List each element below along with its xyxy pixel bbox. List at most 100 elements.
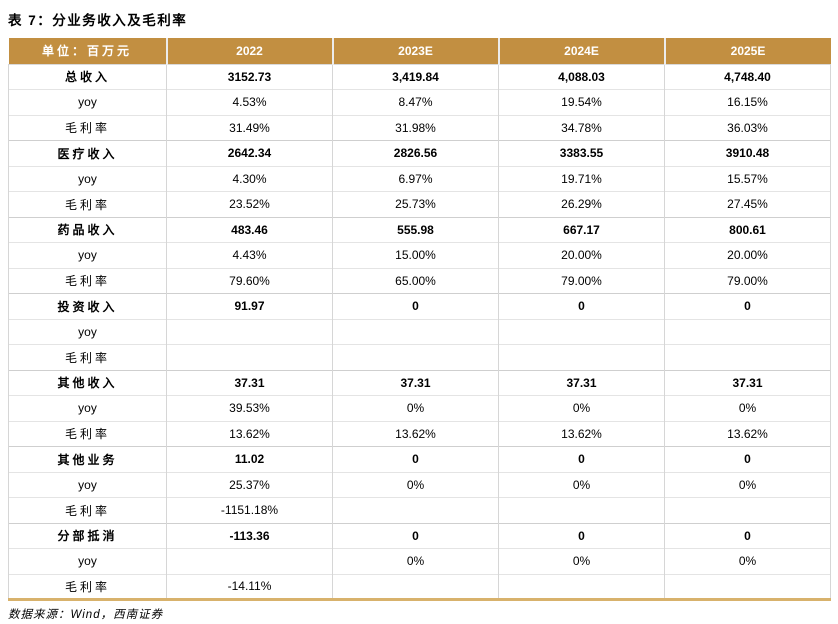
table-row: 毛利率 [8,344,831,370]
table-header: 单位：百万元 2022 2023E 2024E 2025E [8,38,831,64]
cell-value: 79.00% [498,267,665,294]
cell-value: 31.98% [332,114,499,141]
cell-value: 3,419.84 [332,63,499,90]
row-label: yoy [8,242,167,268]
table-row: yoy 4.53% 8.47% 19.54% 16.15% [8,89,831,115]
row-label: 投资收入 [8,293,167,319]
cell-value: 36.03% [664,114,831,141]
data-source-note: 数据来源：Wind，西南证券 [8,609,164,621]
cell-value: 0 [498,446,665,472]
cell-value: 79.00% [664,267,831,294]
cell-value: 0 [332,293,499,319]
cell-value: 8.47% [332,89,499,115]
cell-value [166,548,333,574]
table-row: yoy [8,318,831,345]
table-row: yoy 0% 0% 0% [8,548,831,574]
cell-value: 0 [332,446,499,472]
table-row: 其他收入 37.31 37.31 37.31 37.31 [8,369,831,396]
cell-value [498,318,665,345]
cell-value: 13.62% [498,420,665,447]
table-body: 总收入 3152.73 3,419.84 4,088.03 4,748.40 yoy 4.5… [8,63,831,600]
cell-value: 3910.48 [664,140,831,166]
cell-value [664,573,831,600]
row-label: 医疗收入 [8,140,167,166]
segment-revenue-table: 单位：百万元 2022 2023E 2024E 2025E 总收入 3152.73… [8,38,831,601]
table-row: 药品收入 483.46 555.98 667.17 800.61 [8,216,831,243]
cell-value: 0% [498,548,665,574]
cell-value: 31.49% [166,114,333,141]
cell-value: 11.02 [166,446,333,472]
cell-value: 2826.56 [332,140,499,166]
cell-value [664,344,831,370]
cell-value: 555.98 [332,216,499,243]
table-row: 毛利率 31.49% 31.98% 34.78% 36.03% [8,114,831,141]
table-row: yoy 39.53% 0% 0% 0% [8,395,831,421]
cell-value [332,318,499,345]
row-label: yoy [8,89,167,115]
cell-value: 34.78% [498,114,665,141]
cell-value: -14.11% [166,573,333,600]
row-label: 总收入 [8,63,167,90]
cell-value: 667.17 [498,216,665,243]
cell-value [332,573,499,600]
cell-value [166,344,333,370]
cell-value: 91.97 [166,293,333,319]
cell-value: 15.57% [664,165,831,192]
cell-value: 0% [332,548,499,574]
table-row: 投资收入 91.97 0 0 0 [8,293,831,319]
row-label: 毛利率 [8,114,167,141]
cell-value: 39.53% [166,395,333,421]
cell-value: 0% [664,395,831,421]
table-row: 毛利率 -1151.18% [8,497,831,523]
cell-value: 0% [332,471,499,498]
row-label: 毛利率 [8,497,167,523]
cell-value: 4.53% [166,89,333,115]
cell-value: 65.00% [332,267,499,294]
cell-value: 37.31 [332,369,499,396]
column-header-unit: 单位：百万元 [8,38,167,64]
row-label: 分部抵消 [8,522,167,549]
cell-value: -1151.18% [166,497,333,523]
table-row: 毛利率 -14.11% [8,573,831,600]
cell-value: 0% [664,548,831,574]
cell-value: 20.00% [498,242,665,268]
cell-value [166,318,333,345]
cell-value: 79.60% [166,267,333,294]
cell-value: 800.61 [664,216,831,243]
cell-value: 27.45% [664,191,831,217]
cell-value: 4.43% [166,242,333,268]
cell-value: 2642.34 [166,140,333,166]
cell-value: 19.54% [498,89,665,115]
table-row: 总收入 3152.73 3,419.84 4,088.03 4,748.40 [8,63,831,90]
cell-value: 0 [664,446,831,472]
table-row: yoy 25.37% 0% 0% 0% [8,471,831,498]
cell-value [498,573,665,600]
row-label: yoy [8,548,167,574]
cell-value: 0% [498,471,665,498]
cell-value: 483.46 [166,216,333,243]
cell-value [498,344,665,370]
table-row: 医疗收入 2642.34 2826.56 3383.55 3910.48 [8,140,831,166]
page-title: 表 7：分业务收入及毛利率 [8,13,188,28]
cell-value: 0 [498,293,665,319]
table-row: 分部抵消 -113.36 0 0 0 [8,522,831,549]
row-label: yoy [8,165,167,192]
table-row: yoy 4.43% 15.00% 20.00% 20.00% [8,242,831,268]
cell-value [498,497,665,523]
cell-value: 37.31 [498,369,665,396]
cell-value: 37.31 [664,369,831,396]
cell-value: 23.52% [166,191,333,217]
row-label: yoy [8,318,167,345]
cell-value: 26.29% [498,191,665,217]
cell-value: 0% [332,395,499,421]
header-row: 单位：百万元 2022 2023E 2024E 2025E [8,38,831,64]
cell-value [332,497,499,523]
row-label: 其他业务 [8,446,167,472]
cell-value [664,497,831,523]
row-label: 毛利率 [8,344,167,370]
cell-value: 19.71% [498,165,665,192]
row-label: yoy [8,395,167,421]
table-row: 其他业务 11.02 0 0 0 [8,446,831,472]
cell-value: 6.97% [332,165,499,192]
column-header-2022: 2022 [165,38,333,64]
